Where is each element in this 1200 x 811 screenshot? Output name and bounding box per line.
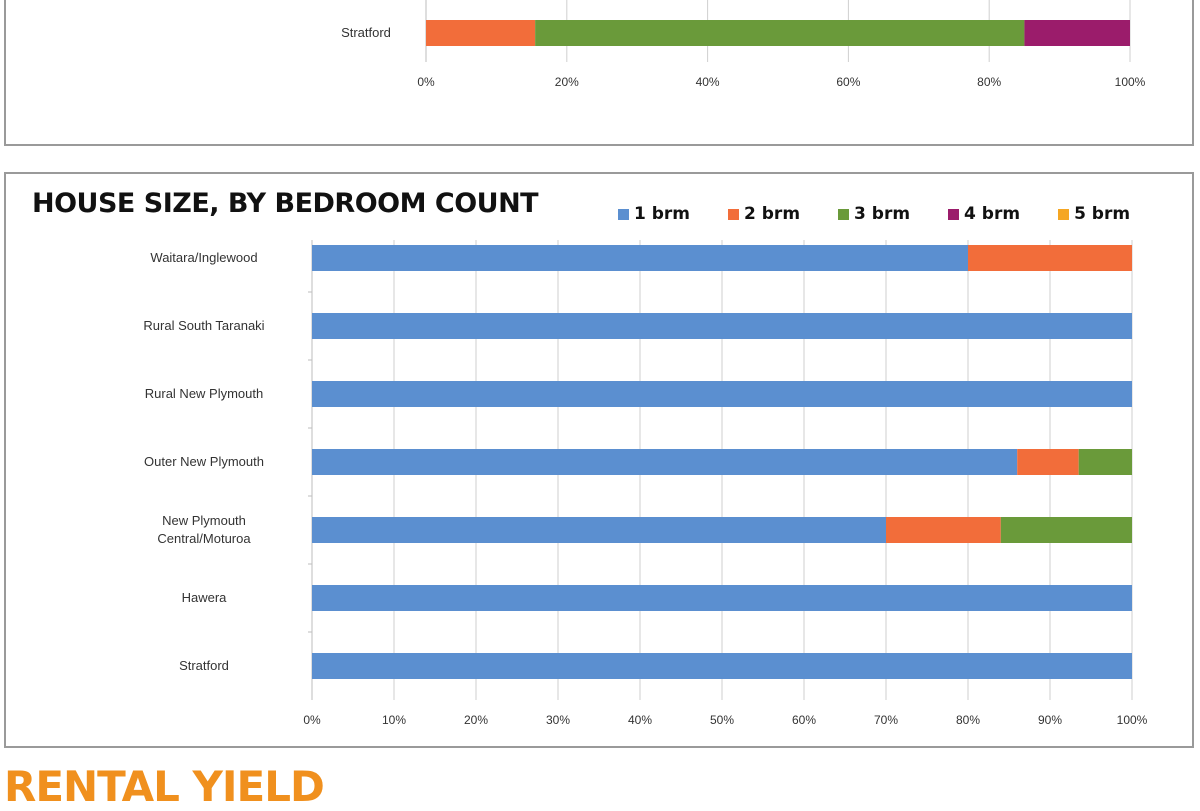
x-tick-label: 80% [977,75,1001,89]
top-chart-panel: 0% 20% 40% 60% 80% 100% Stratford [4,0,1194,146]
legend-label: 3 brm [854,204,911,224]
bar-segment [968,245,1132,271]
x-tick-label: 20% [555,75,579,89]
x-tick-label: 100% [1115,75,1146,89]
top-chart-svg: 0% 20% 40% 60% 80% 100% Stratford [341,0,1146,89]
category-label: Stratford [179,658,229,673]
category-label: New Plymouth [162,513,246,528]
x-tick-label: 60% [792,713,816,727]
x-tick-label: 50% [710,713,734,727]
bedroom-chart-svg: 0% 10% 20% 30% 40% 50% 60% 70% 80% 90% 100% Waitara… [143,240,1148,727]
legend-swatch [948,208,960,220]
legend-label: 5 brm [1074,204,1131,224]
category-label: Rural New Plymouth [145,386,264,401]
x-tick-label: 60% [836,75,860,89]
legend-swatch [1058,208,1070,220]
legend-item: 4 brm [948,204,1020,224]
x-tick-label: 80% [956,713,980,727]
x-tick-label: 40% [628,713,652,727]
bar-segment [1000,517,1132,543]
category-label: Outer New Plymouth [144,454,264,469]
bar-segment [312,381,1132,407]
legend-item: 5 brm [1058,204,1130,224]
bar-segment [312,449,1018,475]
category-label: Central/Moturoa [157,531,251,546]
bar-segment [1017,449,1079,475]
x-tick-label: 70% [874,713,898,727]
legend-label: 1 brm [634,204,691,224]
x-tick-label: 100% [1117,713,1148,727]
x-tick-label: 40% [696,75,720,89]
legend-swatch [618,208,629,220]
category-label: Stratford [341,25,391,40]
legend-swatch [838,208,850,220]
bar-segment [535,20,1025,46]
legend-label: 2 brm [744,204,801,224]
bar-segment [1024,20,1130,46]
legend-item: 3 brm [838,204,910,224]
chart-title: HOUSE SIZE, BY BEDROOM COUNT [32,188,539,219]
x-tick-label: 10% [382,713,406,727]
x-tick-label: 20% [464,713,488,727]
bar-segment [886,517,1001,543]
x-tick-label: 0% [417,75,435,89]
category-label: Hawera [182,590,228,605]
legend-label: 4 brm [964,204,1021,224]
bar-segment [312,313,1132,339]
bar-segment [312,517,886,543]
bar-segment [312,245,968,271]
x-tick-label: 90% [1038,713,1062,727]
category-label: Rural South Taranaki [143,318,264,333]
bar-segment [1078,449,1132,475]
bar-segment [312,653,1132,679]
bar-segment [312,585,1132,611]
legend-swatch [728,208,740,220]
legend-item: 1 brm [618,204,690,224]
chart-legend: 1 brm 2 brm 3 brm 4 brm 5 brm [618,204,1130,224]
x-tick-label: 0% [303,713,321,727]
category-label: Waitara/Inglewood [150,250,257,265]
section-heading: RENTAL YIELD [4,762,325,811]
bedroom-chart-panel: HOUSE SIZE, BY BEDROOM COUNT 1 brm 2 brm 3… [4,172,1194,748]
x-tick-label: 30% [546,713,570,727]
bar-segment [426,20,536,46]
legend-item: 2 brm [728,204,800,224]
